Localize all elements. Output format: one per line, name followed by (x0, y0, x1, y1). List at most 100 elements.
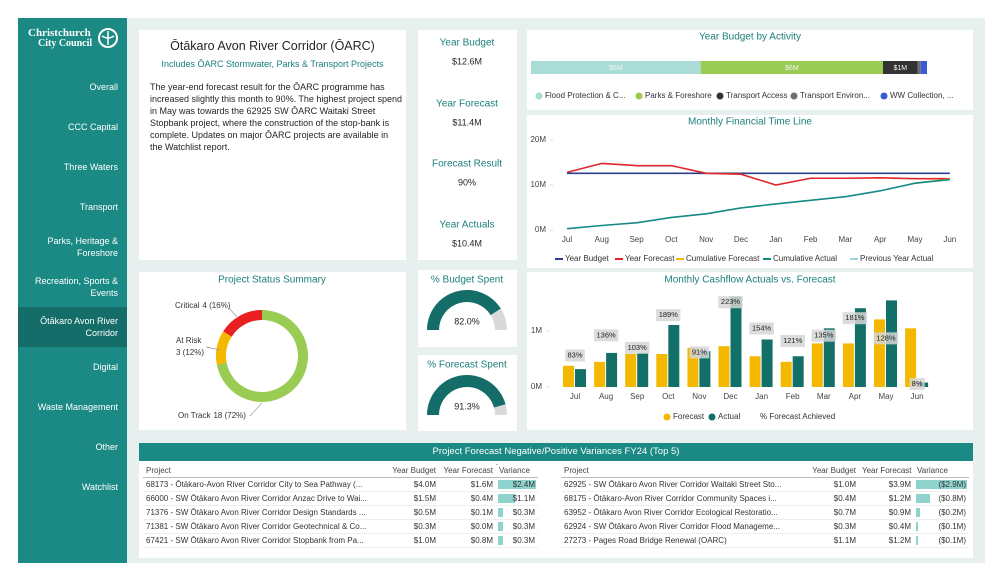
y-tick-label: 20M (530, 135, 546, 144)
column-header[interactable]: Project (561, 464, 797, 478)
summary-subtitle: Includes ŌARC Stormwater, Parks & Transp… (161, 59, 384, 69)
column-header-text: Variance (499, 466, 530, 475)
legend-label: Parks & Foreshore (645, 91, 712, 100)
bar (905, 328, 917, 387)
nav-label: Three Waters (63, 162, 118, 172)
nav-item[interactable]: Overall (18, 67, 127, 107)
table-row[interactable]: 63952 - Ōtākaro Avon River Corridor Ecol… (561, 506, 969, 520)
table-cell: 68173 - Ōtākaro-Avon River Corridor City… (146, 480, 363, 489)
nav-label: Other (95, 442, 118, 452)
nav-item[interactable]: Other (18, 427, 127, 467)
legend-label: Flood Protection & C... (545, 91, 625, 100)
column-header[interactable]: Year Forecast (439, 464, 496, 478)
nav-item[interactable]: Parks, Heritage & Foreshore (18, 227, 127, 267)
table-cell: $0.1M (470, 508, 493, 517)
table-cell: $0.5M (413, 508, 436, 517)
table-row[interactable]: 67421 - SW Ōtākaro Avon River Corridor S… (143, 534, 538, 548)
variance-cell: ($2.9M) (914, 478, 969, 492)
bar-segment (700, 61, 883, 74)
table-row[interactable]: 71381 - SW Ōtākaro Avon River Corridor G… (143, 520, 538, 534)
chart-title: Project Status Summary (218, 275, 326, 286)
bar (780, 361, 792, 387)
column-header[interactable]: Year Budget (379, 464, 439, 478)
bar-label: $5M (609, 65, 623, 72)
variance-cell: ($0.2M) (914, 506, 969, 520)
sort-icon (496, 464, 498, 465)
data-label: 121% (783, 336, 803, 345)
series-line (566, 162, 950, 186)
table-row[interactable]: 66000 - SW Ōtākaro Avon River Corridor A… (143, 492, 538, 506)
data-label-box (565, 349, 585, 362)
nav-item[interactable]: Three Waters (18, 147, 127, 187)
variance-label: $0.3M (512, 522, 535, 531)
nav-label: Overall (89, 82, 118, 92)
nav-item[interactable]: Waste Management (18, 387, 127, 427)
column-header-text: Project (146, 466, 171, 475)
table-cell: $1.2M (888, 494, 911, 503)
table-row[interactable]: 68175 - Ōtākaro-Avon River Corridor Comm… (561, 492, 969, 506)
nav-item[interactable]: CCC Capital (18, 107, 127, 147)
leader-line (205, 346, 221, 351)
nav-label: Digital (92, 362, 118, 372)
bar-label: $6M (785, 65, 799, 72)
x-tick-label: Oct (665, 235, 678, 244)
series-line (566, 178, 950, 230)
kpi-label: Year Forecast (436, 99, 498, 110)
donut-label: On Track 18 (72%) (178, 411, 246, 420)
nav-label: CCC Capital (67, 122, 118, 132)
table-row[interactable]: 68173 - Ōtākaro-Avon River Corridor City… (143, 478, 538, 492)
bar (594, 361, 606, 387)
data-label-box (718, 296, 743, 309)
column-header[interactable]: Year Forecast (859, 464, 914, 478)
column-header[interactable]: Project (143, 464, 379, 478)
data-label: 223% (721, 297, 741, 306)
nav-item[interactable]: Watchlist (18, 467, 127, 507)
bar-segment (531, 61, 701, 74)
legend-label: Previous Year Actual (860, 254, 934, 263)
column-header-text: Year Forecast (443, 466, 493, 475)
variance-bar (498, 494, 516, 503)
nav-item[interactable]: Transport (18, 187, 127, 227)
nav-label: Parks, Heritage & Foreshore (47, 236, 118, 258)
data-label: 135% (814, 331, 834, 340)
data-label: 83% (567, 350, 582, 359)
nav-label: Recreation, Sports & Events (34, 276, 118, 298)
table-row[interactable]: 62925 - SW Ōtākaro Avon River Corridor W… (561, 478, 969, 492)
table-cell: $1.5M (413, 494, 436, 503)
nav-label: Watchlist (81, 482, 118, 492)
table-row[interactable]: 71376 - SW Ōtākaro Avon River Corridor D… (143, 506, 538, 520)
nav-item[interactable]: Ōtākaro Avon River Corridor (18, 307, 127, 347)
variance-cell: $2.4M (496, 478, 538, 492)
table-cell: $0.3M (413, 522, 436, 531)
table-cell: 66000 - SW Ōtākaro Avon River Corridor A… (146, 494, 367, 503)
donut-label: Critical 4 (16%) (175, 301, 231, 310)
bar (687, 347, 699, 387)
variance-cell: $0.3M (496, 534, 538, 548)
bar-segment (920, 61, 927, 74)
x-tick-label: Jul (570, 392, 580, 401)
table-row[interactable]: 62924 - SW Ōtākaro Avon River Corridor F… (561, 520, 969, 534)
kpi-value: $11.4M (452, 117, 481, 127)
column-header[interactable]: Variance (496, 464, 538, 478)
logo-text: Christchurch (28, 27, 91, 39)
x-tick-label: Mar (839, 235, 853, 244)
data-label: 154% (752, 323, 772, 332)
bar (730, 296, 742, 387)
variance-cell: ($0.1M) (914, 534, 969, 548)
nav-item[interactable]: Digital (18, 347, 127, 387)
bar (699, 351, 711, 387)
variance-bar (916, 522, 918, 531)
variance-cell: $0.3M (496, 520, 538, 534)
legend-label: Forecast (673, 412, 705, 421)
legend-marker (716, 92, 724, 100)
nav-label: Transport (79, 202, 118, 212)
table-row[interactable]: 27273 - Pages Road Bridge Renewal (OARC)… (561, 534, 969, 548)
nav-item[interactable]: Recreation, Sports & Events (18, 267, 127, 307)
x-tick-label: May (907, 235, 922, 244)
column-header[interactable]: Variance (914, 464, 969, 478)
table-cell: $0.3M (833, 522, 856, 531)
column-header[interactable]: Year Budget (797, 464, 859, 478)
data-label-box (842, 312, 868, 325)
x-tick-label: Sep (629, 235, 644, 244)
